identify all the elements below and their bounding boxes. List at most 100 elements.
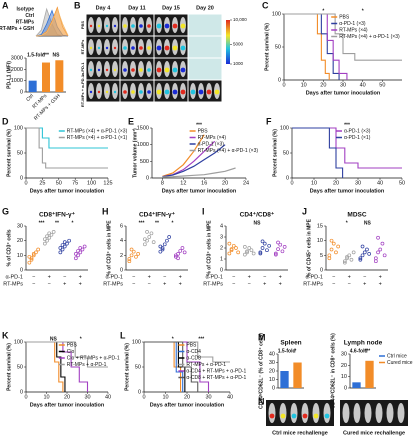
data-point (249, 248, 254, 253)
data-point (165, 238, 169, 243)
signal (131, 90, 135, 94)
mouse (323, 403, 331, 423)
row-value: + (279, 274, 282, 280)
data-point (358, 256, 363, 261)
y-tick-label: 30 (269, 360, 275, 366)
x-tick-label: 75 (72, 180, 78, 186)
signal (147, 68, 151, 72)
row-value: + (363, 281, 366, 287)
signal (156, 89, 162, 95)
signal (139, 46, 143, 50)
y-tick-label: 0 (20, 389, 23, 395)
signal (180, 67, 186, 73)
data-point (127, 257, 132, 261)
data-point (76, 249, 80, 253)
chart-title: MDSC (347, 212, 366, 219)
signal (139, 90, 143, 94)
panel-label: C (262, 0, 269, 10)
x-tick-label: 24 (243, 180, 249, 186)
data-point (160, 247, 165, 252)
data-point (78, 246, 83, 250)
row-value: + (263, 281, 266, 287)
data-point (374, 256, 378, 261)
row-value: + (179, 274, 182, 280)
signal (214, 89, 220, 95)
mouse (290, 403, 298, 423)
signal (180, 89, 186, 95)
y-tick-label: 0 (20, 267, 23, 273)
y-axis-label: % of CD3⁺ cells in MPE (206, 220, 212, 276)
x-tick-label: 20 (320, 82, 326, 88)
data-point (182, 250, 187, 255)
y-tick-label: 20 (17, 238, 23, 244)
x-tick-label: 30 (340, 82, 346, 88)
signal (164, 45, 170, 51)
legend-label: α-CD8 (186, 355, 201, 361)
data-point (149, 231, 154, 236)
image-cell (188, 80, 222, 102)
row-value: + (148, 274, 151, 280)
y-tick-label: 0 (272, 385, 275, 391)
mouse (301, 403, 309, 423)
y-axis-label: CD44ʰⁱCD62L⁻ in CD8⁺ cells (%) (328, 333, 336, 409)
annotation: ** (155, 220, 159, 226)
signal (164, 67, 170, 73)
row-value: − (348, 281, 351, 287)
row-value: − (232, 281, 235, 287)
row-value: − (48, 281, 51, 287)
x-tick-label: 20 (64, 394, 70, 400)
data-point (245, 249, 249, 254)
row-value: − (148, 281, 151, 287)
y-tick-label: 10 (17, 253, 23, 259)
colorbar (226, 20, 230, 64)
data-point (151, 240, 156, 244)
x-tick-label: 40 (105, 394, 111, 400)
annotation: NS (50, 336, 58, 342)
data-point (258, 250, 263, 255)
legend-label: RT-MPs (×4) + α-PD-1 (×3) (198, 148, 259, 154)
legend-label: RT-MPs + α-PD-1 (67, 362, 107, 368)
y-tick-label: 0 (286, 175, 289, 181)
data-point (349, 257, 354, 262)
annotation: 4.6-fold (350, 348, 368, 354)
data-point (58, 250, 63, 255)
y-tick-label: 100 (14, 125, 23, 131)
signal (113, 68, 117, 72)
colorbar-label: 1000 (233, 61, 244, 66)
signal (131, 46, 135, 50)
survival-curve (284, 13, 330, 80)
y-axis-label: Percent survival (%) (6, 129, 12, 177)
annotation: *** (43, 52, 49, 58)
signal (89, 68, 93, 72)
x-tick-label: Ctrl (25, 93, 35, 103)
x-tick-label: 25 (39, 180, 45, 186)
data-point (129, 247, 134, 252)
signal (89, 90, 93, 94)
annotation: *** (39, 220, 45, 226)
image-cell (266, 400, 334, 426)
legend-label: RT-MPs (×4) + α-PD-1 (×3) (67, 128, 128, 134)
y-tick-label: 0 (278, 77, 281, 83)
data-point (380, 241, 385, 246)
survival-curve (144, 341, 210, 392)
y-tick-label: 15 (317, 223, 323, 229)
data-point (343, 259, 347, 264)
signal (180, 23, 186, 29)
row-value: + (248, 274, 251, 280)
data-point (260, 239, 265, 244)
data-point (174, 253, 178, 258)
data-point (331, 241, 336, 246)
y-tick-label: 100 (272, 11, 281, 17)
legend-label: Cured mice (387, 360, 413, 366)
signal (156, 45, 162, 51)
signal (156, 67, 162, 73)
data-point (278, 242, 283, 247)
y-tick-label: 0 (20, 175, 23, 181)
annotation: NS (364, 220, 372, 226)
annotation: *** (198, 336, 204, 342)
annotation: * (80, 336, 82, 342)
data-point (229, 248, 234, 253)
data-point (276, 240, 280, 245)
row-label: α-PD-1 (105, 274, 123, 280)
data-point (145, 230, 149, 234)
